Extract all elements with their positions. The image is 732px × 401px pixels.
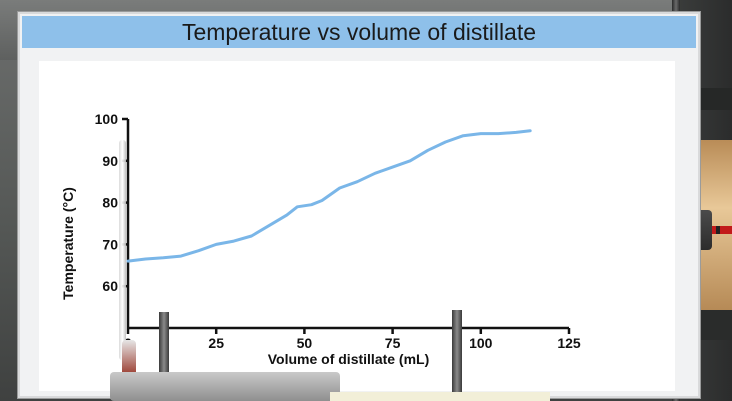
- apparatus-base[interactable]: [110, 372, 340, 401]
- y-tick-label: 60: [102, 278, 118, 294]
- x-tick-label: 50: [297, 335, 313, 351]
- x-tick-label: 75: [385, 335, 401, 351]
- y-tick-label: 70: [102, 236, 118, 252]
- retort-stand-left[interactable]: [159, 312, 169, 401]
- y-tick-label: 100: [95, 111, 119, 127]
- chart-title: Temperature vs volume of distillate: [181, 18, 537, 45]
- retort-stand-middle[interactable]: [452, 310, 462, 401]
- y-tick-label: 90: [102, 153, 118, 169]
- x-tick-label: 100: [469, 335, 493, 351]
- whiteboard: Temperature vs volume of distillate 60 70…: [18, 12, 700, 398]
- x-tick-label: 25: [208, 335, 224, 351]
- temperature-series-line: [126, 129, 532, 263]
- x-tick-label: 125: [557, 335, 581, 351]
- floor-highlight: [330, 392, 550, 401]
- chart-title-bar: Temperature vs volume of distillate: [22, 16, 696, 48]
- temperature-chart: 607080901000255075100125Volume of distil…: [60, 111, 581, 367]
- y-axis-label: Temperature (°C): [60, 187, 76, 300]
- thermometer-left[interactable]: [119, 140, 126, 360]
- y-tick-label: 80: [102, 195, 118, 211]
- x-axis-label: Volume of distillate (mL): [268, 351, 430, 367]
- plot-area: 607080901000255075100125Volume of distil…: [39, 61, 675, 391]
- cabinet-shelf: [692, 88, 732, 110]
